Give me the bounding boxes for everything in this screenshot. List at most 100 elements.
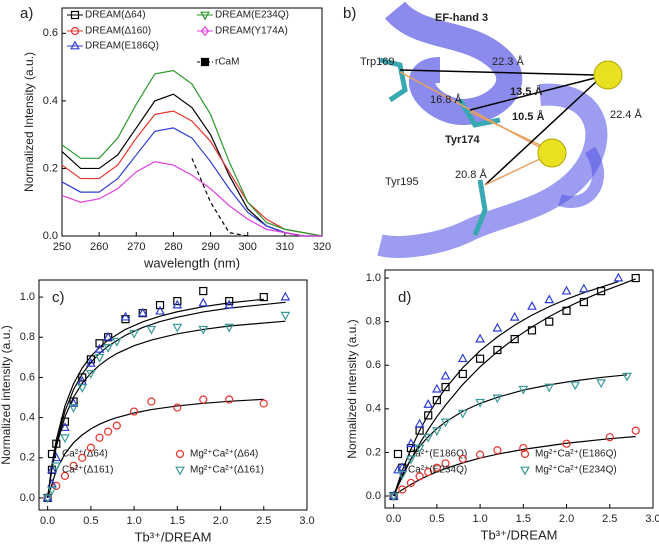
plot-frame bbox=[38, 279, 308, 511]
y-tick-label: 0.2 bbox=[43, 162, 58, 174]
marker bbox=[95, 339, 104, 348]
label: Trp169 bbox=[360, 56, 394, 68]
panel-b: b) EF-hand 3 Trp169 22.3 Å 16.8 Å 13.5 Å… bbox=[343, 0, 642, 258]
marker bbox=[280, 291, 291, 301]
marker bbox=[68, 404, 79, 413]
marker bbox=[441, 459, 450, 468]
legend-label: Mg²⁺Ca²⁺(Δ161) bbox=[190, 465, 264, 476]
marker bbox=[199, 395, 208, 404]
panel-label: c) bbox=[52, 289, 65, 306]
marker bbox=[631, 426, 640, 435]
marker bbox=[60, 422, 70, 432]
x-tick-label: 270 bbox=[127, 241, 145, 253]
marker bbox=[155, 305, 165, 315]
marker bbox=[406, 455, 416, 465]
y-tick-label: 0.4 bbox=[366, 403, 381, 415]
marker bbox=[475, 333, 485, 343]
helix bbox=[558, 146, 605, 208]
marker bbox=[424, 411, 433, 420]
marker bbox=[432, 427, 442, 437]
marker bbox=[111, 337, 122, 347]
fit-line bbox=[47, 298, 264, 499]
x-tick-label: 1.5 bbox=[170, 515, 185, 527]
marker bbox=[406, 438, 416, 448]
legend-label: Mg²⁺Ca²⁺(E234Q) bbox=[535, 465, 617, 476]
marker bbox=[432, 396, 441, 405]
arrow bbox=[399, 69, 596, 76]
helix bbox=[385, 0, 523, 125]
marker bbox=[103, 331, 114, 341]
arrow bbox=[399, 71, 546, 151]
legend-label: DREAM(Y174A) bbox=[215, 26, 288, 37]
x-tick-label: 0.5 bbox=[429, 513, 444, 525]
x-tick-label: 0.0 bbox=[40, 515, 55, 527]
marker bbox=[60, 434, 70, 444]
y-tick-label: 0.4 bbox=[20, 412, 35, 424]
marker bbox=[78, 453, 87, 462]
x-tick-label: 1.0 bbox=[472, 513, 487, 525]
panel-label: a) bbox=[20, 5, 33, 22]
arrow bbox=[484, 157, 543, 186]
marker bbox=[562, 306, 571, 315]
x-tick-label: 0.5 bbox=[83, 515, 98, 527]
marker bbox=[579, 297, 588, 307]
marker bbox=[570, 381, 581, 391]
legend-marker bbox=[70, 10, 80, 20]
fit-line bbox=[393, 278, 636, 497]
marker bbox=[492, 394, 503, 404]
y-tick-label: 0.2 bbox=[20, 452, 35, 464]
legend-marker bbox=[393, 449, 403, 459]
x-tick-label: 0.0 bbox=[386, 513, 401, 525]
legend-marker bbox=[200, 11, 210, 21]
x-tick-label: 260 bbox=[90, 241, 108, 253]
marker bbox=[519, 443, 528, 453]
x-tick-label: 3.0 bbox=[299, 515, 314, 527]
panel-label: d) bbox=[398, 289, 411, 306]
marker bbox=[147, 397, 156, 406]
marker bbox=[544, 383, 555, 393]
legend-label: DREAM(Δ160) bbox=[85, 26, 151, 37]
panel-label: b) bbox=[343, 5, 356, 22]
x-tick-label: 290 bbox=[201, 241, 219, 253]
x-tick-label: 2.0 bbox=[213, 515, 228, 527]
legend-marker bbox=[175, 466, 185, 476]
marker bbox=[112, 421, 121, 430]
marker bbox=[613, 272, 624, 282]
legend-marker bbox=[520, 466, 530, 476]
legend-marker bbox=[47, 464, 57, 474]
x-tick-label: 280 bbox=[164, 241, 182, 253]
legend-marker bbox=[520, 449, 530, 459]
marker bbox=[172, 323, 183, 333]
marker bbox=[423, 433, 434, 443]
fit-line bbox=[47, 398, 264, 499]
marker bbox=[562, 439, 571, 448]
fit-line bbox=[393, 280, 619, 497]
y-axis-label: Normalized intensity (a.u.) bbox=[0, 325, 13, 464]
arrow bbox=[469, 111, 541, 146]
marker bbox=[155, 301, 165, 310]
marker bbox=[518, 385, 529, 395]
marker bbox=[225, 395, 234, 404]
marker bbox=[406, 478, 416, 488]
marker bbox=[198, 325, 209, 335]
label: 10.5 Å bbox=[512, 110, 544, 123]
label: Tyr195 bbox=[385, 176, 419, 188]
label: Tyr174 bbox=[445, 134, 481, 146]
y-tick-label: 0.6 bbox=[43, 27, 58, 39]
legend-marker bbox=[393, 464, 403, 474]
marker bbox=[440, 418, 451, 428]
marker bbox=[225, 296, 234, 306]
legend-label: Ca²⁺(Δ161) bbox=[62, 465, 113, 476]
x-tick-label: 320 bbox=[313, 241, 331, 253]
x-tick-label: 310 bbox=[276, 241, 294, 253]
marker bbox=[137, 307, 148, 317]
marker bbox=[95, 433, 104, 442]
legend-label: Ca²⁺(E234Q) bbox=[408, 465, 467, 476]
side-chain bbox=[379, 57, 501, 236]
ion bbox=[593, 60, 623, 90]
line bbox=[61, 127, 322, 237]
legend-marker bbox=[70, 26, 80, 36]
plot-frame bbox=[384, 269, 654, 509]
line bbox=[61, 93, 322, 237]
marker bbox=[146, 325, 157, 335]
